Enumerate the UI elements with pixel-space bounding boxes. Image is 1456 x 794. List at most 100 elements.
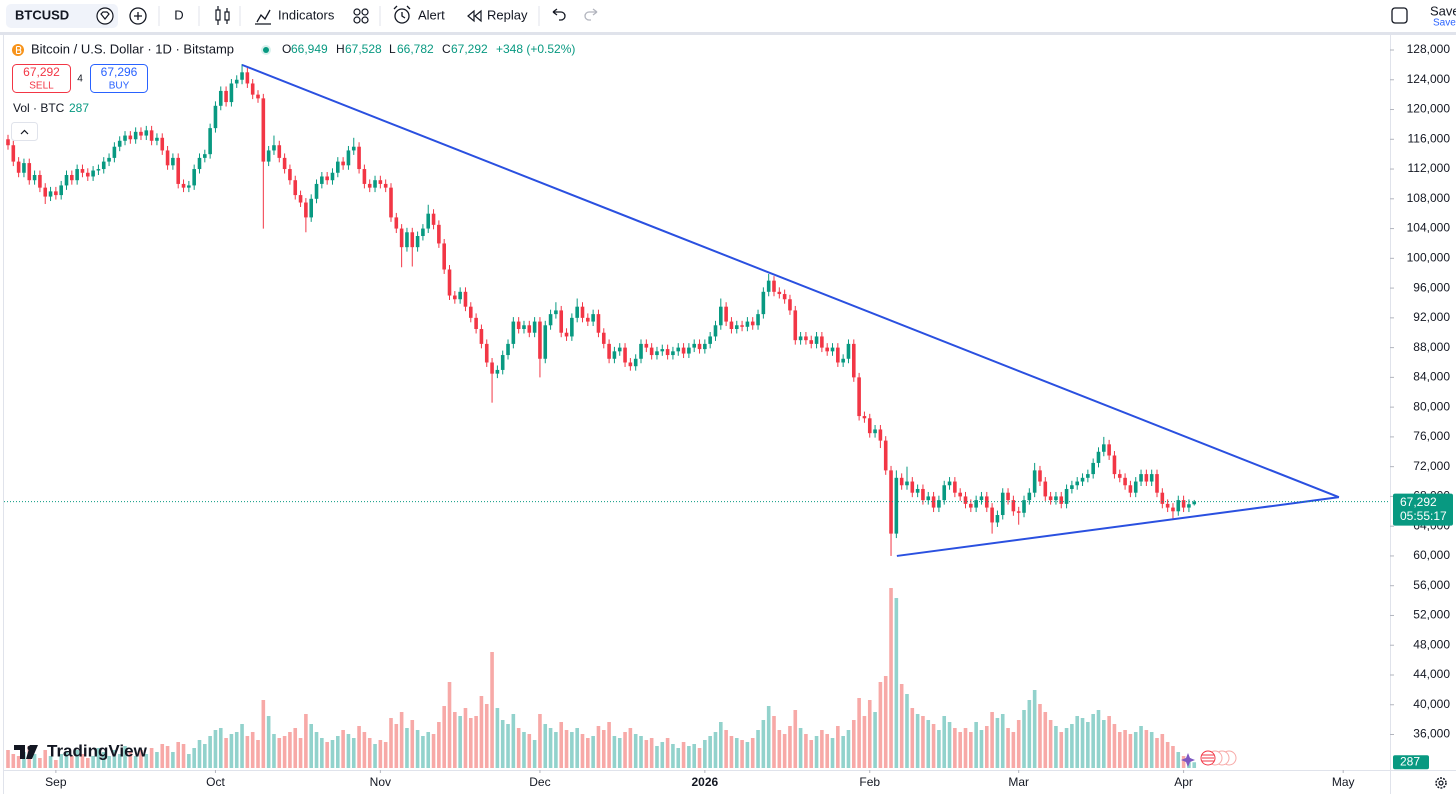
logo: TradingView — [14, 741, 148, 760]
candle-body — [1059, 496, 1064, 504]
volume-bar — [373, 744, 377, 768]
candle-body — [1038, 470, 1042, 482]
exchange-icon[interactable] — [96, 7, 114, 25]
volume-bar — [734, 738, 739, 768]
alert-icon[interactable] — [394, 8, 410, 24]
volume-bar — [96, 748, 101, 768]
candle-body — [867, 418, 872, 434]
news-icon — [1181, 753, 1195, 767]
volume-bar — [798, 728, 803, 768]
volume-bar — [272, 734, 276, 768]
x-tick-label: Mar — [1008, 775, 1029, 789]
volume-bar — [64, 752, 69, 768]
candle-body — [612, 351, 617, 359]
volume-bar — [586, 738, 590, 768]
candle-body — [64, 174, 69, 186]
candle-body — [527, 325, 532, 333]
buy-button[interactable] — [90, 64, 148, 93]
candle-body — [1139, 474, 1143, 482]
volume-bar — [458, 716, 462, 768]
volume-bar — [947, 722, 952, 768]
candle-body — [389, 187, 393, 218]
volume-bar — [825, 734, 829, 768]
x-tick-label: Sep — [45, 775, 67, 789]
volume-bar — [883, 676, 888, 768]
undo-button[interactable] — [552, 8, 566, 21]
volume-bar — [171, 752, 175, 768]
volume-bar — [846, 730, 851, 768]
volume-bar — [809, 740, 814, 768]
redo-button[interactable] — [584, 8, 598, 21]
ohlc-value: 66,782 — [397, 42, 434, 56]
y-tick-label: 72,000 — [1413, 459, 1450, 473]
y-tick-label: 92,000 — [1413, 310, 1450, 324]
candle-body — [580, 306, 585, 318]
compare-icon[interactable] — [129, 7, 147, 25]
volume-bar — [1059, 732, 1064, 768]
candle-body — [437, 224, 441, 244]
save-button[interactable]: Save — [1430, 3, 1456, 18]
volume-bar — [857, 698, 861, 768]
y-tick-label: 116,000 — [1408, 131, 1451, 145]
volume-bar — [48, 756, 53, 768]
candle-body — [1080, 477, 1085, 482]
volume-bar — [11, 754, 16, 768]
chart-type-icon[interactable] — [215, 6, 230, 25]
layout-button[interactable] — [1391, 7, 1408, 24]
indicators-button[interactable]: Indicators — [278, 7, 335, 22]
volume-bar — [85, 758, 90, 768]
candle-body — [59, 185, 63, 196]
volume-bar — [442, 706, 446, 768]
volume-bar — [692, 744, 697, 768]
candle-body — [836, 347, 840, 363]
y-tick-label: 96,000 — [1413, 280, 1450, 294]
candle-body — [734, 325, 739, 330]
volume-bar — [1027, 700, 1032, 768]
collapse-legend-button[interactable] — [11, 122, 38, 141]
candle-body — [1181, 500, 1186, 508]
candle-body — [570, 317, 574, 337]
volume-bar — [777, 730, 782, 768]
volume-bar — [16, 756, 21, 768]
symbol-box[interactable] — [6, 4, 118, 28]
replay-button[interactable]: Replay — [487, 7, 528, 22]
candle-body — [22, 163, 26, 173]
settings-button[interactable] — [1435, 777, 1447, 789]
volume-bar — [91, 756, 95, 768]
interval[interactable]: D — [174, 7, 183, 22]
alert-button[interactable]: Alert — [418, 7, 445, 22]
volume-bar — [804, 734, 808, 768]
candle-body — [687, 347, 691, 354]
volume-bar — [1096, 710, 1101, 768]
volume-bar — [421, 736, 425, 768]
volume-bar — [250, 732, 255, 768]
candle-body — [532, 321, 537, 333]
volume-bar — [516, 728, 521, 768]
volume-bar — [926, 720, 931, 768]
volume-bar — [703, 740, 707, 768]
candle-body — [1011, 500, 1016, 512]
candle-body — [910, 481, 915, 493]
volume-bar — [867, 700, 872, 768]
event-icons[interactable] — [1181, 750, 1237, 767]
symbol[interactable]: BTCUSD — [15, 7, 69, 22]
candle-body — [857, 377, 861, 417]
volume-bar — [1107, 716, 1111, 768]
volume-bar — [931, 724, 936, 768]
replay-icon[interactable] — [467, 9, 482, 23]
candle-body — [724, 306, 728, 322]
candle-body — [101, 161, 106, 170]
x-tick-label: Oct — [206, 775, 225, 789]
volume-bar — [6, 750, 10, 768]
indicators-icon[interactable] — [255, 9, 271, 25]
candle-body — [538, 321, 542, 359]
volume-bar — [112, 750, 117, 768]
sell-button[interactable] — [12, 64, 71, 93]
legend: Bitcoin / U.S. Dollar · 1D · Bitstamp O … — [11, 41, 575, 141]
candle-body — [894, 477, 899, 534]
candle-body — [660, 349, 665, 352]
volume-bar — [1075, 716, 1080, 768]
volume-bar — [1155, 738, 1159, 768]
logo-dot — [27, 745, 33, 751]
templates-icon[interactable] — [353, 8, 369, 24]
